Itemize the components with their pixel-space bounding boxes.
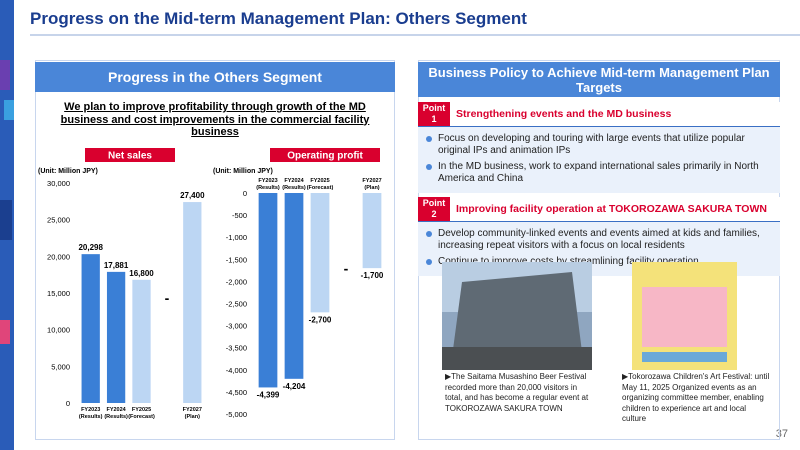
y-tick-label: -3,500 [226, 344, 247, 353]
bar [106, 271, 126, 403]
right-heading: Business Policy to Achieve Mid-term Mana… [418, 62, 780, 97]
y-tick-label: -5,000 [226, 410, 247, 419]
x-tick-label: FY2027 [183, 407, 202, 413]
chart-title: Operating profit [287, 151, 363, 162]
x-tick-note: (Results) [104, 414, 128, 420]
y-tick-label: -2,000 [226, 277, 247, 286]
chart-title-pill [270, 148, 380, 162]
bullet-item: Develop community-linked events and even… [426, 228, 774, 252]
y-tick-label: -3,000 [226, 322, 247, 331]
point: Point 1 Strengthening events and the MD bu… [418, 102, 780, 193]
x-tick-label: FY2024 [106, 407, 126, 413]
bar [81, 254, 100, 403]
bullet-item: Focus on developing and touring with lar… [426, 133, 774, 157]
x-tick-label: FY2024 [284, 178, 304, 184]
left-panel [35, 60, 395, 440]
badge-label: Point [422, 198, 446, 208]
bar [258, 193, 278, 388]
x-tick-note: (Forecast) [128, 414, 155, 420]
bar [284, 193, 304, 379]
photo-poster [632, 262, 737, 370]
y-tick-label: 30,000 [47, 179, 70, 188]
bar [310, 193, 330, 313]
y-tick-label: 20,000 [47, 252, 70, 261]
value-label: -2,700 [309, 315, 332, 324]
left-heading: Progress in the Others Segment [35, 62, 395, 92]
bar [362, 193, 382, 269]
badge-number: 1 [431, 114, 437, 124]
x-tick-label: FY2023 [81, 407, 100, 413]
point-title: Improving facility operation at TOKOROZA… [456, 203, 767, 215]
x-tick-note: (Forecast) [307, 185, 334, 191]
x-tick-label: FY2027 [362, 178, 381, 184]
bar [183, 202, 202, 403]
point-header: Point 2 Improving facility operation at TO… [418, 197, 780, 222]
y-tick-label: -1,500 [226, 255, 247, 264]
title-rule [30, 34, 800, 36]
point-header: Point 1 Strengthening events and the MD bu… [418, 102, 780, 127]
point-items: Focus on developing and touring with lar… [418, 127, 780, 193]
page-number: 37 [775, 428, 788, 440]
y-tick-label: 5,000 [51, 362, 70, 371]
point-title: Strengthening events and the MD business [456, 108, 672, 120]
value-label: 16,800 [129, 269, 154, 278]
y-tick-label: -4,500 [226, 388, 247, 397]
x-tick-note: (Plan) [185, 414, 200, 420]
value-label: 20,298 [78, 243, 103, 252]
point-badge: Point 2 [418, 197, 450, 221]
y-tick-label: -1,000 [226, 233, 247, 242]
value-label: -1,700 [361, 271, 384, 280]
x-tick-note: (Plan) [364, 185, 379, 191]
x-tick-note: (Results) [256, 185, 280, 191]
badge-number: 2 [431, 209, 437, 219]
y-tick-label: 15,000 [47, 289, 70, 298]
y-tick-label: -500 [232, 211, 247, 220]
summary: We plan to improve profitability through… [60, 101, 370, 138]
bar [132, 279, 151, 403]
bullet-item: Continue to improve costs by streamlinin… [426, 256, 774, 268]
x-tick-label: FY2025 [132, 407, 151, 413]
y-tick-label: -2,500 [226, 300, 247, 309]
y-tick-label: 25,000 [47, 216, 70, 225]
value-label: 17,881 [104, 261, 129, 270]
value-label: -4,204 [283, 382, 306, 391]
value-label: -4,399 [257, 390, 280, 399]
x-tick-note: (Results) [282, 185, 306, 191]
y-tick-label: 10,000 [47, 326, 70, 335]
photo-caption: ▶Tokorozawa Children's Art Festival: unt… [622, 372, 770, 423]
chart-title-pill [85, 148, 175, 162]
photo-caption: ▶The Saitama Musashino Beer Festival rec… [445, 372, 589, 413]
charts: Net sales (Unit: Million JPY) 0 5,000 10,000… [38, 148, 384, 420]
value-label: - [344, 261, 349, 277]
badge-label: Point [422, 103, 446, 113]
photo-building [442, 262, 592, 370]
points: Point 1 Strengthening events and the MD bu… [418, 102, 780, 280]
y-tick-label: -4,000 [226, 366, 247, 375]
slide-title: Progress on the Mid-term Management Plan… [30, 9, 527, 28]
x-tick-label: FY2023 [258, 178, 277, 184]
side-decoration [0, 0, 14, 450]
x-tick-note: (Results) [79, 414, 103, 420]
y-tick-label: 0 [66, 399, 70, 408]
x-tick-label: FY2025 [310, 178, 329, 184]
chart-title: Net sales [108, 151, 152, 162]
bullet-item: In the MD business, work to expand inter… [426, 161, 774, 185]
value-label: 27,400 [180, 191, 205, 200]
unit-label: (Unit: Million JPY) [38, 168, 98, 175]
y-tick-label: 0 [243, 189, 247, 198]
unit-label: (Unit: Million JPY) [213, 168, 273, 175]
value-label: - [165, 290, 170, 306]
point-badge: Point 1 [418, 102, 450, 126]
